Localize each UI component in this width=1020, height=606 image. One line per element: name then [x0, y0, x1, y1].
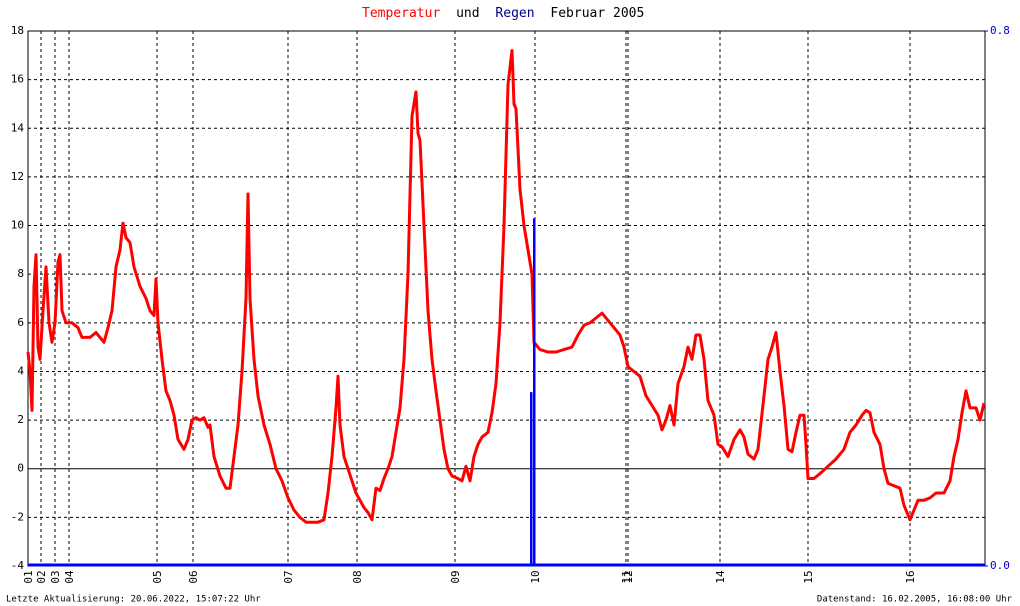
x-tick-label: 12	[622, 570, 635, 583]
y-tick-label: 12	[11, 170, 24, 183]
x-tick-label: 02	[35, 570, 48, 583]
y-tick-label: 14	[11, 121, 25, 134]
y-tick-label: 2	[17, 413, 24, 426]
temperature-line	[26, 49, 986, 524]
x-tick-label: 04	[63, 570, 76, 584]
x-tick-label: 15	[802, 570, 815, 583]
footer-right: Datenstand: 16.02.2005, 16:08:00 Uhr	[817, 595, 1013, 605]
y2-tick-label: 0.8	[990, 24, 1010, 37]
title-date: Februar 2005	[550, 6, 644, 21]
title-temperature: Temperatur	[362, 6, 440, 21]
rain-bar	[533, 218, 536, 566]
y-tick-label: 4	[17, 364, 24, 377]
footer-left: Letzte Aktualisierung: 20.06.2022, 15:07…	[6, 595, 261, 605]
x-tick-label: 05	[151, 570, 164, 583]
chart-title: Temperatur und Regen Februar 2005	[362, 6, 644, 21]
x-tick-label: 01	[22, 570, 35, 583]
title-and: und	[456, 6, 479, 21]
y-tick-label: -2	[11, 510, 24, 523]
x-tick-label: 09	[449, 570, 462, 583]
x-tick-label: 03	[49, 570, 62, 583]
y-tick-label: -4	[11, 559, 25, 572]
x-tick-label: 07	[282, 570, 295, 583]
x-tick-label: 06	[187, 570, 200, 583]
y-tick-label: 18	[11, 24, 24, 37]
y-tick-label: 10	[11, 219, 24, 232]
x-tick-label: 10	[529, 570, 542, 583]
x-tick-label: 14	[714, 570, 727, 584]
rain-bar	[530, 392, 533, 566]
y-tick-label: 8	[17, 267, 24, 280]
y2-tick-label: 0.0	[990, 559, 1010, 572]
y-tick-label: 0	[17, 462, 24, 475]
x-tick-label: 08	[351, 570, 364, 583]
x-tick-label: 11	[620, 570, 633, 583]
x-tick-label: 16	[904, 570, 917, 583]
y-tick-label: 16	[11, 73, 24, 86]
y-tick-label: 6	[17, 316, 24, 329]
title-rain: Regen	[495, 6, 534, 21]
